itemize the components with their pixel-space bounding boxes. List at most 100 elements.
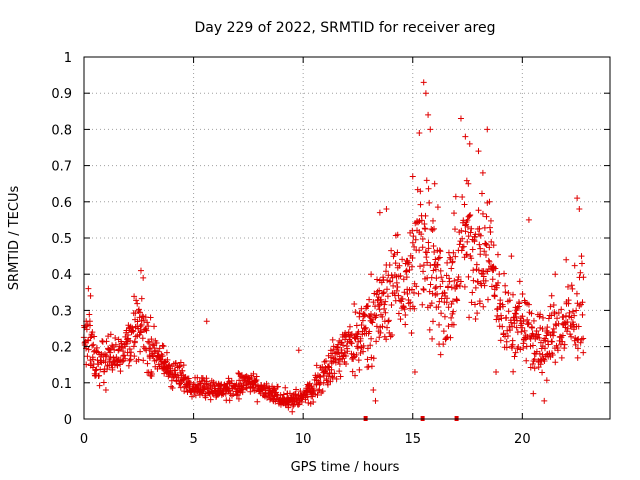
data-point: [353, 351, 360, 358]
data-point: [482, 252, 489, 259]
data-point: [144, 360, 151, 367]
data-point: [359, 317, 366, 324]
data-point: [466, 140, 473, 147]
data-point: [364, 345, 371, 352]
data-point: [446, 275, 453, 282]
data-point: [457, 278, 464, 285]
data-point: [89, 356, 96, 363]
data-point: [125, 362, 132, 369]
data-point: [528, 310, 535, 317]
data-point: [243, 385, 250, 392]
data-point: [537, 361, 544, 368]
data-point: [333, 375, 340, 382]
data-point: [503, 344, 510, 351]
data-point: [317, 374, 324, 381]
data-point: [330, 343, 337, 350]
data-point: [436, 254, 443, 261]
data-point: [347, 332, 354, 339]
data-point: [399, 295, 406, 302]
data-point: [90, 341, 97, 348]
data-point: [431, 180, 438, 187]
data-point: [564, 325, 571, 332]
data-point: [430, 267, 437, 274]
data-point: [364, 356, 371, 363]
y-tick-label: 0.8: [51, 123, 72, 138]
data-point: [140, 317, 147, 324]
data-point: [549, 338, 556, 345]
data-point: [531, 356, 538, 363]
data-point: [458, 247, 465, 254]
data-point: [310, 385, 317, 392]
data-point: [476, 225, 483, 232]
data-point: [508, 319, 515, 326]
data-point: [375, 303, 382, 309]
data-point: [179, 367, 186, 374]
data-point: [100, 379, 107, 386]
data-point: [395, 310, 402, 317]
data-point: [361, 311, 368, 318]
data-point: [580, 335, 587, 342]
data-point: [138, 328, 145, 335]
data-point: [95, 361, 102, 368]
data-point: [316, 386, 323, 393]
data-point: [340, 342, 347, 349]
data-point: [368, 271, 375, 278]
data-point: [432, 256, 439, 263]
data-point: [418, 217, 425, 224]
data-point: [562, 312, 569, 319]
data-point: [503, 314, 510, 321]
data-point: [410, 289, 417, 296]
data-point: [570, 326, 577, 333]
data-point: [426, 326, 433, 333]
data-point: [419, 244, 426, 251]
data-point: [274, 383, 281, 390]
data-point: [131, 293, 138, 300]
data-point: [83, 326, 90, 333]
data-point: [335, 349, 342, 356]
data-point: [420, 285, 427, 292]
data-point: [364, 302, 371, 309]
data-point: [479, 169, 486, 176]
x-tick-label: 15: [404, 432, 421, 447]
data-point: [541, 397, 548, 404]
data-point: [431, 248, 438, 255]
data-point: [509, 323, 516, 330]
data-point: [99, 338, 106, 345]
data-point: [319, 388, 326, 395]
data-point: [417, 188, 424, 195]
data-point: [461, 201, 468, 208]
data-point: [379, 313, 386, 320]
data-point: [486, 258, 493, 265]
data-point: [440, 328, 447, 335]
data-point: [139, 313, 146, 320]
data-point: [451, 277, 458, 284]
data-point: [461, 283, 468, 290]
data-point: [96, 382, 103, 389]
data-point: [382, 298, 389, 305]
data-point: [509, 291, 516, 298]
data-point: [358, 321, 365, 328]
data-point: [107, 331, 114, 338]
data-point: [454, 297, 461, 304]
data-point: [540, 314, 547, 321]
data-point: [408, 329, 415, 336]
data-point: [135, 306, 142, 313]
data-point: [480, 303, 487, 310]
data-point: [112, 334, 119, 341]
data-point: [403, 274, 410, 281]
data-point: [348, 340, 355, 347]
data-point: [467, 229, 474, 236]
data-point: [571, 262, 578, 269]
data-point: [210, 391, 217, 398]
data-point: [351, 300, 358, 307]
data-point: [488, 283, 495, 290]
data-point: [137, 267, 144, 274]
y-axis-label: SRMTID / TECUs: [7, 186, 22, 291]
y-tick-label: 0.6: [51, 196, 72, 211]
data-point: [469, 246, 476, 253]
data-point: [357, 350, 364, 357]
data-point: [418, 231, 425, 238]
data-point: [228, 377, 235, 384]
data-point: [366, 314, 373, 321]
data-point: [480, 273, 487, 280]
